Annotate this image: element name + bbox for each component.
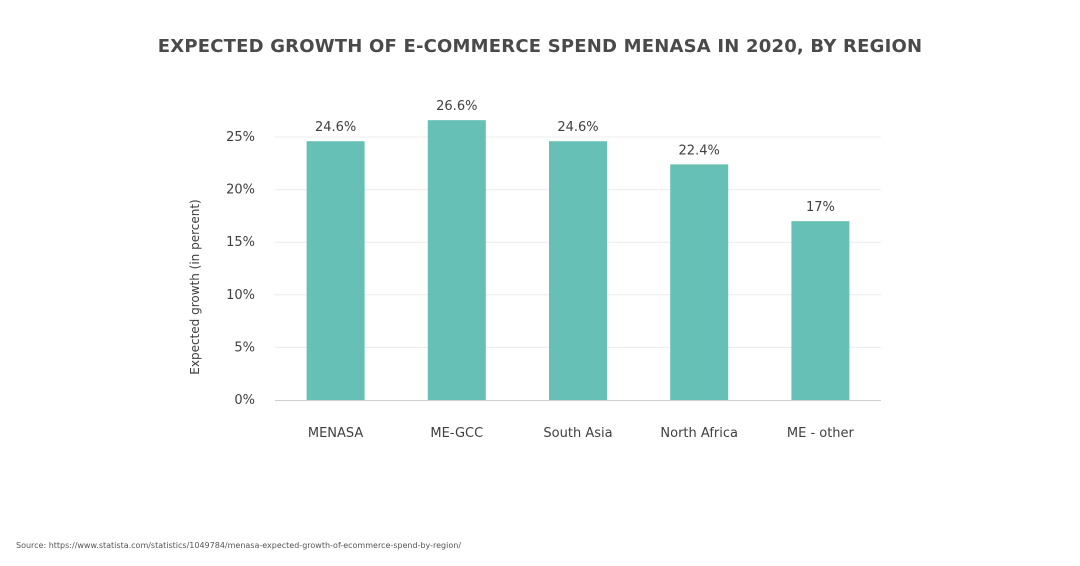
x-tick-label: MENASA (308, 426, 364, 441)
y-tick-label: 5% (234, 340, 255, 355)
y-tick-label: 15% (226, 235, 255, 250)
x-tick-label: South Asia (543, 426, 612, 441)
bar (670, 164, 729, 400)
chart-title: EXPECTED GROWTH OF E-COMMERCE SPEND MENA… (157, 36, 923, 57)
bar (306, 141, 365, 400)
x-tick-label: ME - other (787, 426, 855, 441)
data-label: 17% (806, 200, 835, 215)
source-note: Source: https://www.statista.com/statist… (16, 541, 462, 550)
y-tick-label: 10% (226, 288, 255, 303)
x-tick-label: ME-GCC (430, 426, 483, 441)
labels: 0% 5% 10% 15% 20% 25% 24.6% MENASA 26.6% ME-GCC 24… (226, 99, 854, 441)
bar (427, 120, 486, 400)
bar (791, 221, 850, 400)
y-tick-label: 20% (226, 183, 255, 198)
y-tick-label: 0% (234, 393, 255, 408)
y-axis-title: Expected growth (in percent) (188, 199, 202, 374)
bars (306, 120, 850, 400)
bar (549, 141, 607, 400)
data-label: 22.4% (679, 143, 720, 158)
y-tick-label: 25% (226, 130, 255, 145)
data-label: 26.6% (436, 99, 477, 114)
data-label: 24.6% (557, 120, 598, 135)
x-tick-label: North Africa (660, 426, 738, 441)
data-label: 24.6% (315, 120, 356, 135)
